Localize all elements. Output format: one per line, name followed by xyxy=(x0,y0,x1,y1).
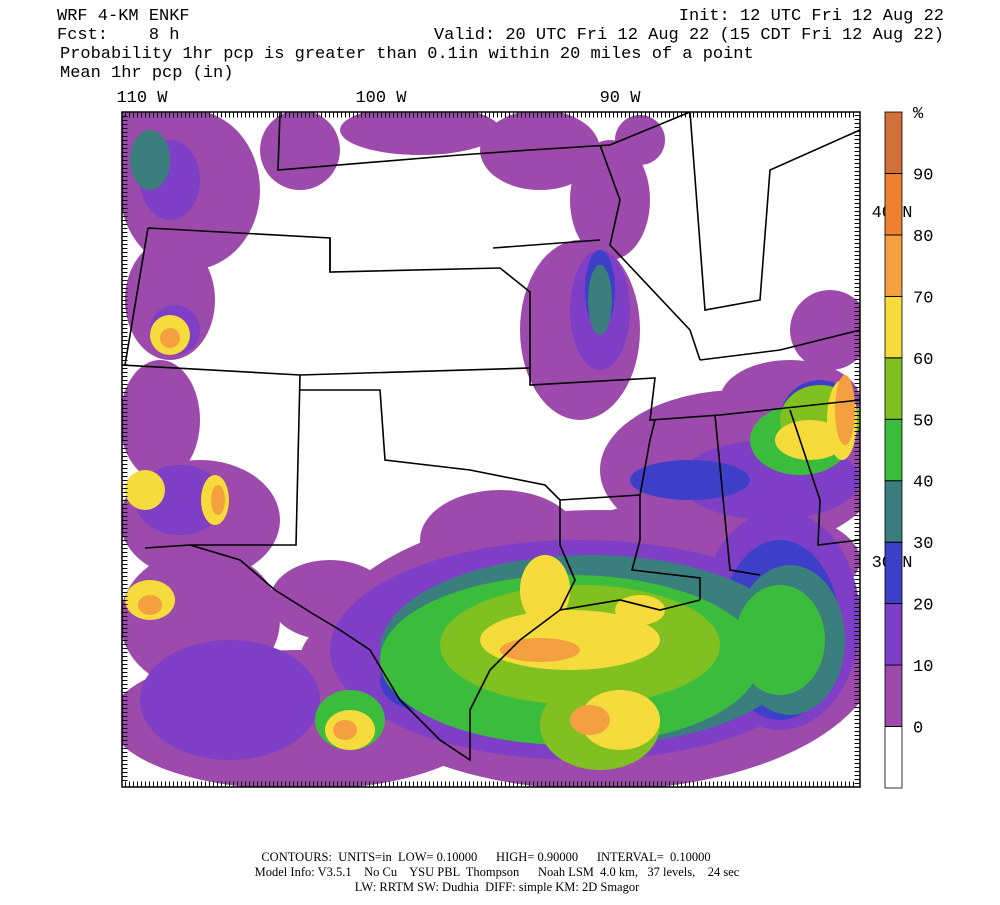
colorbar-swatch xyxy=(884,295,903,359)
lon-label: 100 W xyxy=(355,89,407,108)
valid-time: Valid: 20 UTC Fri 12 Aug 22 (15 CDT Fri … xyxy=(434,26,944,45)
precip-shading xyxy=(580,690,660,750)
precip-shading xyxy=(122,360,200,480)
precip-shading xyxy=(790,290,860,370)
footer-model: Model Info: V3.5.1 No Cu YSU PBL Thompso… xyxy=(255,865,740,879)
colorbar-swatch xyxy=(884,480,903,543)
colorbar-label: 0 xyxy=(913,720,923,739)
precip-shading xyxy=(835,375,855,445)
colorbar-label: 60 xyxy=(913,351,933,370)
colorbar-swatch xyxy=(884,111,903,174)
map-frame xyxy=(121,111,861,788)
model-name: WRF 4-KM ENKF xyxy=(57,7,190,26)
precip-shading xyxy=(588,265,612,335)
footer-contours: CONTOURS: UNITS=in LOW= 0.10000 HIGH= 0.… xyxy=(261,850,710,864)
colorbar-label: 90 xyxy=(913,166,933,185)
colorbar-label: 70 xyxy=(913,289,933,308)
precip-shading xyxy=(630,460,750,500)
footer-physics: LW: RRTM SW: Dudhia DIFF: simple KM: 2D … xyxy=(355,880,640,894)
precip-shading xyxy=(570,705,610,735)
lon-label: 110 W xyxy=(116,89,168,108)
map-area xyxy=(122,112,860,787)
precip-shading xyxy=(500,638,580,662)
colorbar-label: 40 xyxy=(913,474,933,493)
precip-shading xyxy=(125,470,165,510)
colorbar-label: 20 xyxy=(913,597,933,616)
precip-shading xyxy=(138,595,162,615)
colorbar-label: 30 xyxy=(913,535,933,554)
colorbar-swatch xyxy=(884,234,903,297)
colorbar-label: 80 xyxy=(913,228,933,247)
colorbar-unit: % xyxy=(913,105,924,124)
state-boundaries xyxy=(122,112,860,762)
colorbar-swatch xyxy=(884,173,903,236)
precip-shading xyxy=(735,585,825,695)
precip-shading xyxy=(130,130,170,190)
precip-shading xyxy=(211,485,225,515)
colorbar-label: 50 xyxy=(913,412,933,431)
colorbar: 0 10 20 30 40 50 60 70 80 90% xyxy=(884,105,933,789)
field-title: Probability 1hr pcp is greater than 0.1i… xyxy=(60,45,754,64)
precip-shading xyxy=(333,720,357,740)
colorbar-label: 10 xyxy=(913,658,933,677)
lon-label: 90 W xyxy=(600,89,642,108)
precip-shading xyxy=(520,555,570,625)
colorbar-swatch xyxy=(884,357,903,420)
overlay-title: Mean 1hr pcp (in) xyxy=(60,64,233,83)
precip-shading xyxy=(260,112,340,190)
colorbar-swatch xyxy=(884,603,903,666)
colorbar-swatch xyxy=(884,664,903,727)
colorbar-swatch xyxy=(884,541,903,605)
precip-shading xyxy=(480,112,600,190)
colorbar-swatch xyxy=(884,418,903,482)
precip-shading xyxy=(160,328,180,348)
forecast-hour: Fcst: 8 h xyxy=(57,26,179,45)
precip-shading xyxy=(140,640,320,760)
colorbar-swatch xyxy=(884,726,903,789)
init-time: Init: 12 UTC Fri 12 Aug 22 xyxy=(679,7,944,26)
precip-shading xyxy=(340,112,500,155)
